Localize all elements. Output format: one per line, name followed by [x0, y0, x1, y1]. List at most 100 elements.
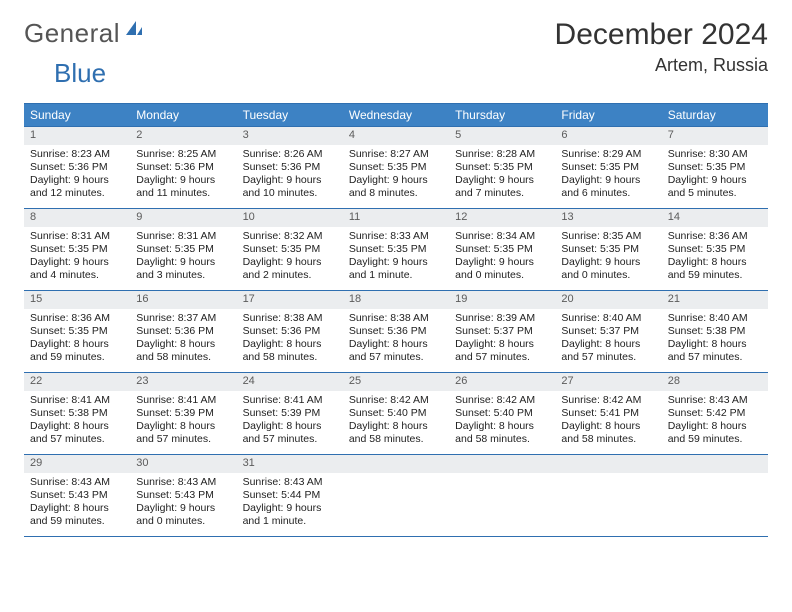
day-number: 16 [130, 291, 236, 309]
day-number: 8 [24, 209, 130, 227]
sunset-line: Sunset: 5:35 PM [30, 243, 124, 256]
day-cell: 5Sunrise: 8:28 AMSunset: 5:35 PMDaylight… [449, 127, 555, 209]
sunset-line: Sunset: 5:36 PM [136, 161, 230, 174]
day-info: Sunrise: 8:35 AMSunset: 5:35 PMDaylight:… [555, 227, 661, 289]
day-number: 1 [24, 127, 130, 145]
sunrise-line: Sunrise: 8:27 AM [349, 148, 443, 161]
day-info: Sunrise: 8:41 AMSunset: 5:39 PMDaylight:… [130, 391, 236, 453]
sunrise-line: Sunrise: 8:38 AM [243, 312, 337, 325]
day-info: Sunrise: 8:38 AMSunset: 5:36 PMDaylight:… [343, 309, 449, 371]
day-info: Sunrise: 8:25 AMSunset: 5:36 PMDaylight:… [130, 145, 236, 207]
day-cell: 14Sunrise: 8:36 AMSunset: 5:35 PMDayligh… [662, 209, 768, 291]
day-cell: 1Sunrise: 8:23 AMSunset: 5:36 PMDaylight… [24, 127, 130, 209]
sunrise-line: Sunrise: 8:23 AM [30, 148, 124, 161]
daylight-line: Daylight: 9 hours and 5 minutes. [668, 174, 762, 200]
sunset-line: Sunset: 5:37 PM [455, 325, 549, 338]
sunrise-line: Sunrise: 8:41 AM [243, 394, 337, 407]
daylight-line: Daylight: 8 hours and 57 minutes. [30, 420, 124, 446]
sunset-line: Sunset: 5:35 PM [30, 325, 124, 338]
sail-icon [124, 19, 144, 39]
day-number: 15 [24, 291, 130, 309]
day-cell: 21Sunrise: 8:40 AMSunset: 5:38 PMDayligh… [662, 291, 768, 373]
day-cell-empty [555, 455, 661, 537]
sunset-line: Sunset: 5:35 PM [136, 243, 230, 256]
daylight-line: Daylight: 9 hours and 4 minutes. [30, 256, 124, 282]
day-number: 18 [343, 291, 449, 309]
day-number: 4 [343, 127, 449, 145]
day-cell: 17Sunrise: 8:38 AMSunset: 5:36 PMDayligh… [237, 291, 343, 373]
daylight-line: Daylight: 9 hours and 2 minutes. [243, 256, 337, 282]
sunrise-line: Sunrise: 8:40 AM [668, 312, 762, 325]
sunrise-line: Sunrise: 8:41 AM [136, 394, 230, 407]
sunrise-line: Sunrise: 8:37 AM [136, 312, 230, 325]
day-info: Sunrise: 8:42 AMSunset: 5:41 PMDaylight:… [555, 391, 661, 453]
sunset-line: Sunset: 5:35 PM [668, 243, 762, 256]
sunrise-line: Sunrise: 8:30 AM [668, 148, 762, 161]
weekday-header: Friday [555, 104, 661, 127]
sunrise-line: Sunrise: 8:40 AM [561, 312, 655, 325]
day-number: 14 [662, 209, 768, 227]
day-info: Sunrise: 8:31 AMSunset: 5:35 PMDaylight:… [130, 227, 236, 289]
daylight-line: Daylight: 8 hours and 57 minutes. [243, 420, 337, 446]
day-number: 17 [237, 291, 343, 309]
sunrise-line: Sunrise: 8:38 AM [349, 312, 443, 325]
sunrise-line: Sunrise: 8:42 AM [349, 394, 443, 407]
sunset-line: Sunset: 5:35 PM [349, 161, 443, 174]
daylight-line: Daylight: 8 hours and 57 minutes. [136, 420, 230, 446]
day-number: 2 [130, 127, 236, 145]
day-number: 20 [555, 291, 661, 309]
sunset-line: Sunset: 5:40 PM [455, 407, 549, 420]
day-cell: 6Sunrise: 8:29 AMSunset: 5:35 PMDaylight… [555, 127, 661, 209]
title-block: December 2024 Artem, Russia [555, 18, 768, 76]
day-cell-empty [449, 455, 555, 537]
day-info: Sunrise: 8:28 AMSunset: 5:35 PMDaylight:… [449, 145, 555, 207]
day-cell: 4Sunrise: 8:27 AMSunset: 5:35 PMDaylight… [343, 127, 449, 209]
sunrise-line: Sunrise: 8:39 AM [455, 312, 549, 325]
sunset-line: Sunset: 5:41 PM [561, 407, 655, 420]
day-info: Sunrise: 8:43 AMSunset: 5:43 PMDaylight:… [24, 473, 130, 535]
day-info: Sunrise: 8:43 AMSunset: 5:42 PMDaylight:… [662, 391, 768, 453]
sunrise-line: Sunrise: 8:41 AM [30, 394, 124, 407]
daylight-line: Daylight: 8 hours and 57 minutes. [668, 338, 762, 364]
day-cell: 27Sunrise: 8:42 AMSunset: 5:41 PMDayligh… [555, 373, 661, 455]
day-info: Sunrise: 8:38 AMSunset: 5:36 PMDaylight:… [237, 309, 343, 371]
day-info: Sunrise: 8:30 AMSunset: 5:35 PMDaylight:… [662, 145, 768, 207]
sunrise-line: Sunrise: 8:42 AM [455, 394, 549, 407]
day-cell: 18Sunrise: 8:38 AMSunset: 5:36 PMDayligh… [343, 291, 449, 373]
sunrise-line: Sunrise: 8:28 AM [455, 148, 549, 161]
day-number: 26 [449, 373, 555, 391]
daylight-line: Daylight: 9 hours and 0 minutes. [455, 256, 549, 282]
sunrise-line: Sunrise: 8:36 AM [30, 312, 124, 325]
day-cell: 26Sunrise: 8:42 AMSunset: 5:40 PMDayligh… [449, 373, 555, 455]
sunset-line: Sunset: 5:39 PM [243, 407, 337, 420]
day-cell: 15Sunrise: 8:36 AMSunset: 5:35 PMDayligh… [24, 291, 130, 373]
day-cell: 13Sunrise: 8:35 AMSunset: 5:35 PMDayligh… [555, 209, 661, 291]
day-number: 30 [130, 455, 236, 473]
day-number: 28 [662, 373, 768, 391]
daylight-line: Daylight: 9 hours and 3 minutes. [136, 256, 230, 282]
sunset-line: Sunset: 5:35 PM [349, 243, 443, 256]
daylight-line: Daylight: 9 hours and 10 minutes. [243, 174, 337, 200]
day-info: Sunrise: 8:40 AMSunset: 5:37 PMDaylight:… [555, 309, 661, 371]
day-cell: 31Sunrise: 8:43 AMSunset: 5:44 PMDayligh… [237, 455, 343, 537]
sunrise-line: Sunrise: 8:43 AM [30, 476, 124, 489]
day-number-empty [662, 455, 768, 473]
day-info: Sunrise: 8:43 AMSunset: 5:44 PMDaylight:… [237, 473, 343, 535]
sunrise-line: Sunrise: 8:26 AM [243, 148, 337, 161]
sunrise-line: Sunrise: 8:43 AM [243, 476, 337, 489]
day-cell: 24Sunrise: 8:41 AMSunset: 5:39 PMDayligh… [237, 373, 343, 455]
daylight-line: Daylight: 8 hours and 57 minutes. [455, 338, 549, 364]
day-number: 10 [237, 209, 343, 227]
weekday-header: Thursday [449, 104, 555, 127]
day-info: Sunrise: 8:36 AMSunset: 5:35 PMDaylight:… [662, 227, 768, 289]
day-cell: 9Sunrise: 8:31 AMSunset: 5:35 PMDaylight… [130, 209, 236, 291]
sunset-line: Sunset: 5:39 PM [136, 407, 230, 420]
day-number: 9 [130, 209, 236, 227]
daylight-line: Daylight: 8 hours and 59 minutes. [668, 420, 762, 446]
sunrise-line: Sunrise: 8:32 AM [243, 230, 337, 243]
sunrise-line: Sunrise: 8:35 AM [561, 230, 655, 243]
day-info: Sunrise: 8:33 AMSunset: 5:35 PMDaylight:… [343, 227, 449, 289]
sunset-line: Sunset: 5:36 PM [349, 325, 443, 338]
location: Artem, Russia [555, 55, 768, 76]
day-info: Sunrise: 8:29 AMSunset: 5:35 PMDaylight:… [555, 145, 661, 207]
